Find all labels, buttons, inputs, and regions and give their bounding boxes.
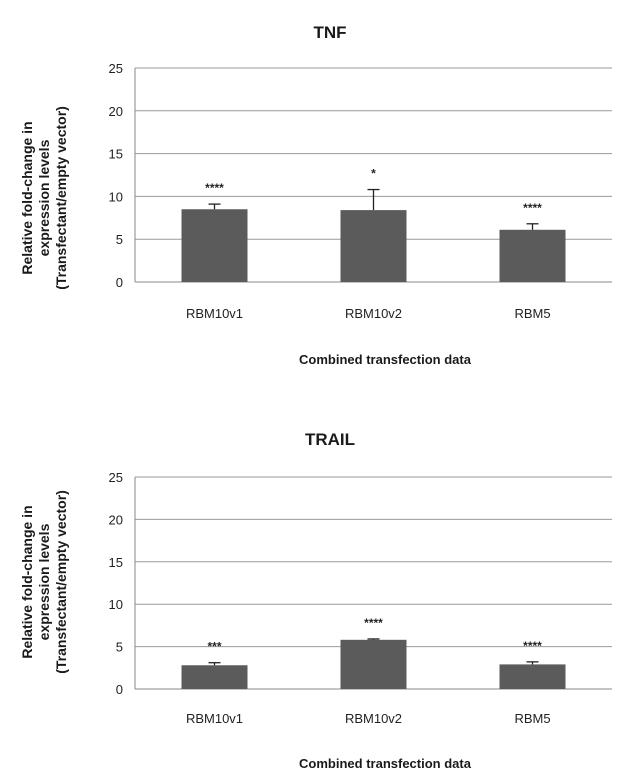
- x-tick-label: RBM10v1: [186, 711, 243, 726]
- significance-label: ***: [207, 640, 221, 654]
- bar: [340, 639, 407, 689]
- x-tick-label: RBM10v2: [345, 306, 402, 321]
- y-axis-label: Relative fold-change in expression level…: [19, 490, 69, 674]
- bars: *********: [181, 167, 566, 282]
- bar: [181, 209, 248, 282]
- x-ticks: RBM10v1 RBM10v2 RBM5: [186, 306, 551, 321]
- y-tick-label: 20: [109, 104, 123, 119]
- y-tick-label: 15: [109, 147, 123, 162]
- y-tick-label: 0: [116, 275, 123, 290]
- y-tick-label: 20: [109, 512, 123, 527]
- y-tick-label: 25: [109, 470, 123, 485]
- y-tick-label: 25: [109, 61, 123, 76]
- y-axis-label-line-3: (Transfectant/empty vector): [53, 106, 69, 290]
- significance-label: ****: [364, 616, 383, 630]
- chart-tnf: TNF Relative fold-change in expression l…: [19, 23, 612, 367]
- y-tick-label: 5: [116, 232, 123, 247]
- y-axis-label-line-1: Relative fold-change in: [19, 121, 35, 274]
- significance-label: ****: [205, 181, 224, 195]
- bars: ***********: [181, 616, 566, 689]
- x-tick-label: RBM10v1: [186, 306, 243, 321]
- y-tick-label: 15: [109, 555, 123, 570]
- bar: [340, 210, 407, 282]
- x-axis-label: Combined transfection data: [299, 352, 472, 367]
- y-axis-label: Relative fold-change in expression level…: [19, 106, 69, 290]
- chart-title: TRAIL: [305, 430, 355, 449]
- x-axis-label: Combined transfection data: [299, 756, 472, 771]
- significance-label: *: [371, 167, 376, 181]
- y-axis-label-line-2: expression levels: [36, 523, 52, 640]
- chart-trail: TRAIL Relative fold-change in expression…: [19, 430, 612, 771]
- y-ticks: 0 5 10 15 20 25: [109, 470, 123, 697]
- y-tick-label: 10: [109, 189, 123, 204]
- chart-title: TNF: [313, 23, 346, 42]
- y-tick-label: 10: [109, 597, 123, 612]
- y-tick-label: 0: [116, 682, 123, 697]
- x-tick-label: RBM5: [514, 711, 550, 726]
- y-axis-label-line-3: (Transfectant/empty vector): [53, 490, 69, 674]
- bar: [499, 664, 566, 689]
- bar: [181, 665, 248, 689]
- x-tick-label: RBM10v2: [345, 711, 402, 726]
- y-tick-label: 5: [116, 640, 123, 655]
- x-tick-label: RBM5: [514, 306, 550, 321]
- y-axis-label-line-2: expression levels: [36, 139, 52, 256]
- x-ticks: RBM10v1 RBM10v2 RBM5: [186, 711, 551, 726]
- significance-label: ****: [523, 639, 542, 653]
- significance-label: ****: [523, 201, 542, 215]
- bar: [499, 229, 566, 282]
- y-ticks: 0 5 10 15 20 25: [109, 61, 123, 290]
- y-axis-label-line-1: Relative fold-change in: [19, 505, 35, 658]
